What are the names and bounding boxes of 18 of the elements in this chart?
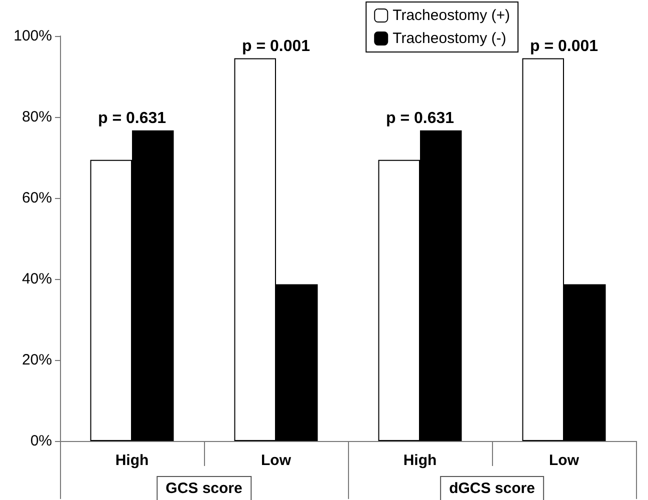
text: GCS score — [156, 476, 252, 500]
x-tick-label: Low — [549, 452, 580, 469]
x-tick-label: Low — [261, 452, 292, 469]
annotation: p = 0.001 — [242, 38, 310, 55]
x-tick-label: High — [115, 452, 149, 469]
legend-label: Tracheostomy (-) — [392, 30, 506, 47]
y-tick-label: 0% — [30, 432, 52, 450]
text: dGCS score — [440, 476, 544, 500]
annotation: p = 0.631 — [386, 110, 454, 127]
y-tick-label: 60% — [22, 190, 52, 206]
y-tick-label: 40% — [22, 270, 52, 288]
annotation: p = 0.001 — [530, 38, 598, 55]
legend-label: Tracheostomy (+) — [392, 7, 510, 24]
y-tick-label: 80% — [22, 108, 52, 126]
y-tick-label: 20% — [22, 352, 52, 368]
y-tick-label: 100% — [14, 28, 52, 44]
x-tick-label: High — [403, 452, 437, 469]
annotation: p = 0.631 — [98, 110, 166, 127]
